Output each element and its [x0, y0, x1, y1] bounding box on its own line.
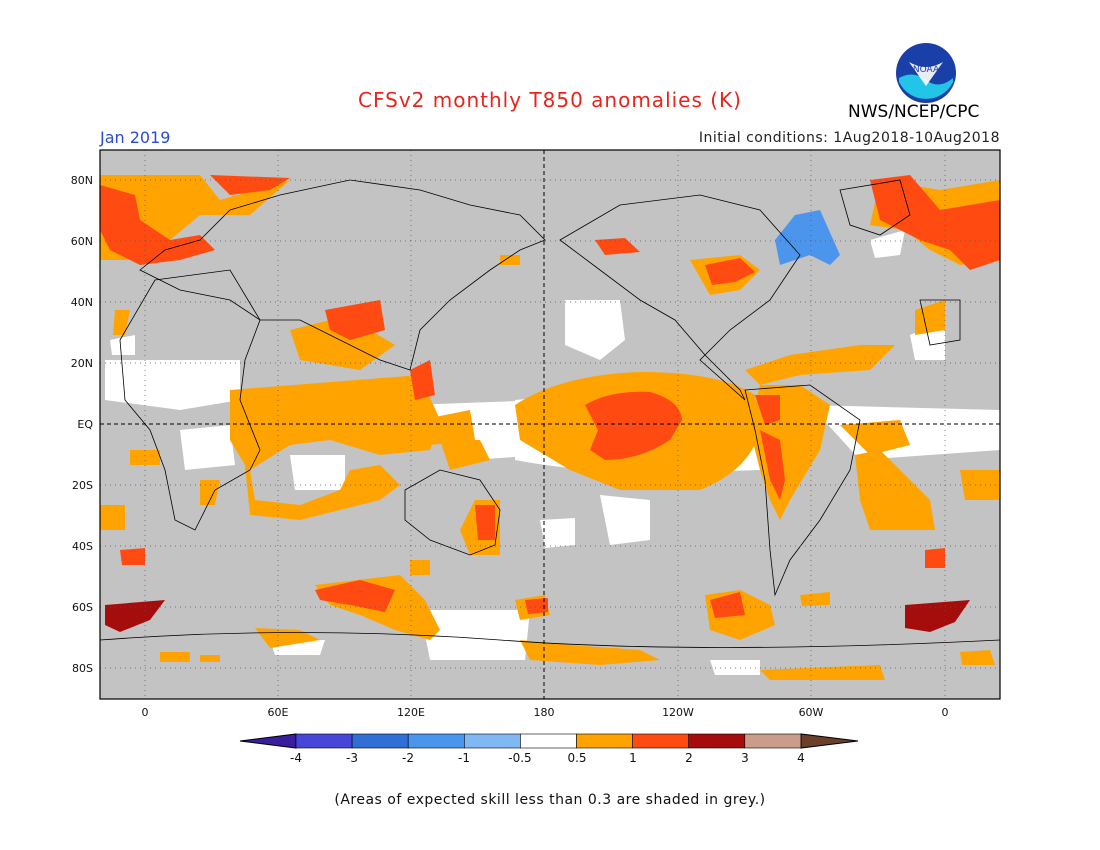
- lon-tick: 0: [942, 706, 949, 719]
- colorbar: -4 -3 -2 -1 -0.5 0.5 1 2 3 4: [239, 733, 859, 765]
- coastlines: [100, 179, 1000, 648]
- lon-tick: 0: [142, 706, 149, 719]
- lon-tick: 60E: [268, 706, 289, 719]
- lat-tick: EQ: [77, 418, 93, 431]
- colorbar-cell: [744, 733, 802, 749]
- colorbar-cell: [463, 733, 521, 749]
- lat-axis: 80N 60N 40N 20N EQ 20S 40S 60S 80S: [71, 174, 94, 675]
- colorbar-cell: [520, 733, 577, 749]
- colorbar-cell: [407, 733, 465, 749]
- lon-tick: 120W: [662, 706, 694, 719]
- equator-dateline: [100, 150, 1000, 699]
- strong-warm-anomaly-regions: [100, 175, 1000, 618]
- lat-tick: 20S: [72, 479, 93, 492]
- lon-tick: 120E: [397, 706, 425, 719]
- lat-tick: 80S: [72, 662, 93, 675]
- lat-tick: 20N: [71, 357, 93, 370]
- colorbar-label: 0.5: [567, 751, 586, 765]
- colorbar-cell: [688, 733, 746, 749]
- forecast-month: Jan 2019: [100, 128, 171, 147]
- lat-tick: 60N: [71, 235, 93, 248]
- colorbar-label: 2: [685, 751, 693, 765]
- lon-axis: 0 60E 120E 180 120W 60W 0: [142, 706, 949, 719]
- colorbar-label: 4: [797, 751, 805, 765]
- colorbar-cell: [351, 733, 409, 749]
- colorbar-label: 3: [741, 751, 749, 765]
- colorbar-label: 1: [629, 751, 637, 765]
- lat-tick: 40N: [71, 296, 93, 309]
- agency-label: NWS/NCEP/CPC: [848, 102, 980, 122]
- lon-tick: 180: [534, 706, 555, 719]
- very-strong-warm-anomaly-regions: [105, 600, 970, 632]
- chart-title: CFSv2 monthly T850 anomalies (K): [358, 88, 742, 112]
- gridlines: [100, 150, 1000, 699]
- lat-tick: 60S: [72, 601, 93, 614]
- colorbar-cell: [576, 733, 633, 749]
- lat-tick: 80N: [71, 174, 93, 187]
- initial-conditions: Initial conditions: 1Aug2018-10Aug2018: [698, 130, 1000, 146]
- colorbar-label: -2: [402, 751, 414, 765]
- colorbar-cell: [295, 733, 353, 749]
- skill-footnote: (Areas of expected skill less than 0.3 a…: [334, 792, 766, 808]
- colorbar-cell: [632, 733, 689, 749]
- map-frame: [99, 149, 1001, 700]
- lon-tick: 60W: [799, 706, 824, 719]
- colorbar-label: -4: [290, 751, 302, 765]
- cool-anomaly-regions: [775, 210, 840, 265]
- colorbar-label: -3: [346, 751, 358, 765]
- colorbar-label: -0.5: [508, 751, 531, 765]
- colorbar-right-arrow: [800, 733, 859, 749]
- noaa-logo-text: NOAA: [913, 65, 940, 75]
- lat-tick: 40S: [72, 540, 93, 553]
- colorbar-left-arrow: [239, 733, 297, 749]
- colorbar-label: -1: [458, 751, 470, 765]
- noaa-logo: NOAA: [896, 43, 956, 103]
